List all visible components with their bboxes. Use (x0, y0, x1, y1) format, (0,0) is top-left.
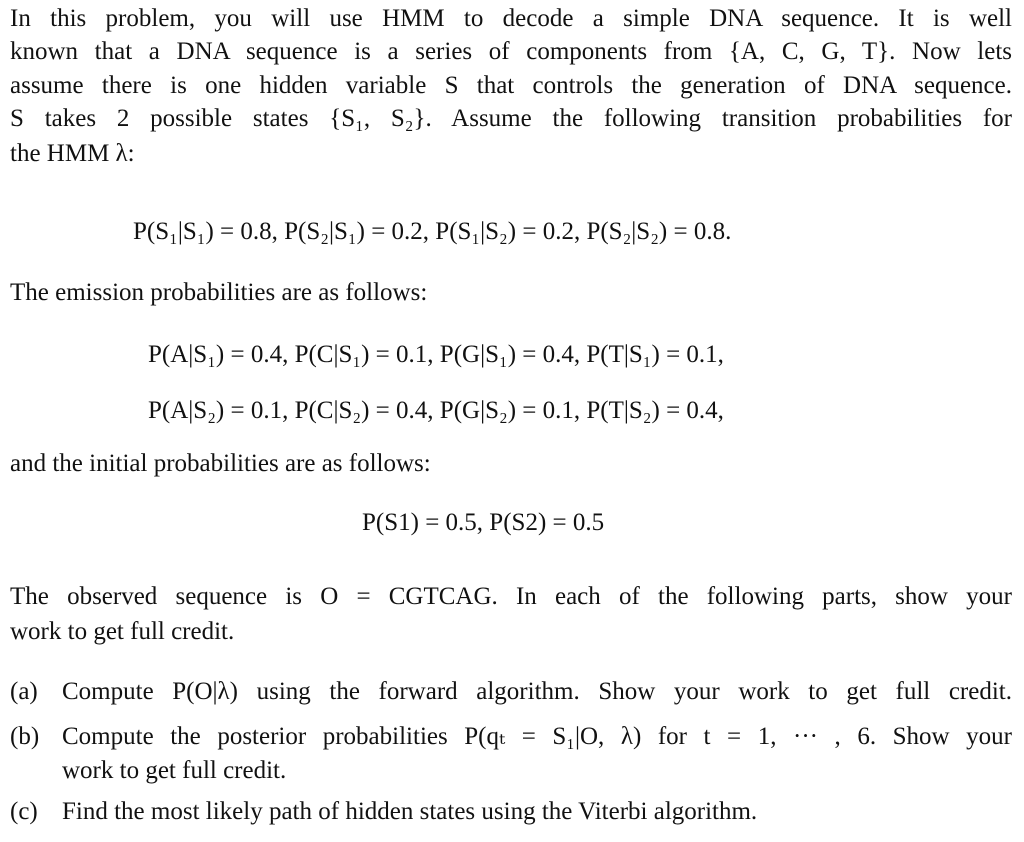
observed-line-2: work to get full credit. (10, 618, 235, 645)
part-a-text: Compute P(O|λ) using the forward algorit… (62, 678, 1012, 705)
emission-heading: The emission probabilities are as follow… (10, 279, 428, 306)
part-b-text-1: Compute the posterior probabilities P(qₜ… (62, 723, 1012, 750)
intro-line-3: assume there is one hidden variable S th… (10, 72, 1012, 99)
initial-equation: P(S1) = 0.5, P(S2) = 0.5 (362, 509, 605, 536)
intro-line-1: In this problem, you will use HMM to dec… (10, 5, 1012, 32)
intro-line-2: known that a DNA sequence is a series of… (10, 38, 1012, 65)
emission-equation-s2: P(A|S₂) = 0.1, P(C|S₂) = 0.4, P(G|S₂) = … (148, 397, 724, 424)
emission-equation-s1: P(A|S₁) = 0.4, P(C|S₁) = 0.1, P(G|S₁) = … (148, 341, 724, 368)
part-a-label: (a) (10, 678, 38, 705)
intro-line-5: the HMM λ: (10, 140, 135, 167)
part-b-label: (b) (10, 723, 40, 750)
initial-heading: and the initial probabilities are as fol… (10, 450, 431, 477)
part-c-label: (c) (10, 798, 38, 825)
observed-line-1: The observed sequence is O = CGTCAG. In … (10, 583, 1012, 610)
intro-line-4: S takes 2 possible states {S₁, S₂}. Assu… (10, 105, 1012, 132)
part-c-text: Find the most likely path of hidden stat… (62, 798, 758, 825)
part-b-text-2: work to get full credit. (62, 757, 287, 784)
transition-equation: P(S₁|S₁) = 0.8, P(S₂|S₁) = 0.2, P(S₁|S₂)… (133, 218, 732, 245)
